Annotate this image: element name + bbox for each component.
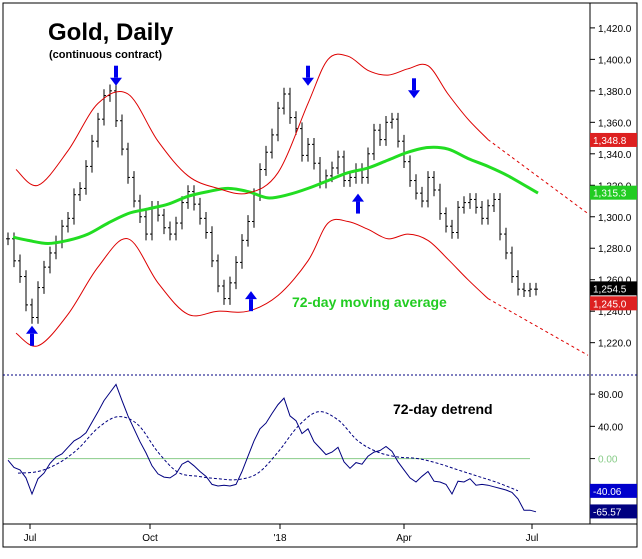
y-tick-label: 1,220.0	[598, 339, 632, 350]
up-arrow	[245, 291, 257, 312]
up-arrow	[26, 325, 38, 346]
last-value-box	[590, 185, 637, 200]
x-tick-label: Oct	[142, 533, 158, 544]
y-tick-label: 40.00	[598, 422, 623, 433]
lower-band	[15, 218, 489, 347]
y-tick-label: 1,280.0	[598, 244, 632, 255]
detrend-annotation: 72-day detrend	[393, 401, 493, 417]
upper-band-projection	[487, 139, 589, 215]
down-arrow	[408, 78, 420, 99]
lower-band-projection	[487, 298, 589, 356]
x-tick-label: Jul	[24, 533, 37, 544]
last-value-label: -65.57	[593, 507, 622, 518]
down-arrow	[302, 65, 314, 86]
last-value-label: 1,348.8	[593, 136, 627, 147]
last-value-box	[590, 504, 637, 519]
arrow-head	[302, 77, 314, 86]
chart-border	[2, 2, 638, 548]
last-value-box	[590, 296, 637, 311]
chart-subtitle: (continuous contract)	[49, 49, 162, 61]
last-value-box	[590, 281, 637, 296]
last-value-label: 1,245.0	[593, 299, 627, 310]
arrow-head	[245, 291, 257, 300]
y-tick-label: 1,380.0	[598, 87, 632, 98]
y-tick-label: 0.00	[598, 455, 618, 466]
y-tick-label: 1,400.0	[598, 55, 632, 66]
arrow-head	[352, 193, 364, 202]
arrow-head	[110, 77, 122, 86]
detrend-line	[7, 383, 537, 513]
y-tick-label: 1,300.0	[598, 213, 632, 224]
upper-band	[15, 53, 489, 195]
x-tick-label: Jul	[526, 533, 539, 544]
last-value-label: 1,254.5	[593, 284, 627, 295]
last-value-box	[590, 132, 637, 147]
x-tick-label: Apr	[396, 533, 412, 544]
moving-average-line	[12, 145, 539, 246]
y-tick-label: 1,340.0	[598, 150, 632, 161]
chart-title: Gold, Daily	[48, 19, 174, 46]
x-tick-label: '18	[273, 533, 286, 544]
last-value-label: 1,315.3	[593, 189, 627, 200]
arrow-head	[26, 325, 38, 334]
last-value-box	[590, 483, 637, 498]
y-tick-label: 1,240.0	[598, 307, 632, 318]
y-tick-label: 80.00	[598, 390, 623, 401]
arrow-head	[408, 90, 420, 99]
ma-annotation: 72-day moving average	[292, 294, 447, 310]
last-value-label: -40.06	[593, 487, 622, 498]
up-arrow	[352, 193, 364, 214]
down-arrow	[110, 65, 122, 86]
y-tick-label: 1,360.0	[598, 118, 632, 129]
y-tick-label: 1,260.0	[598, 276, 632, 287]
y-tick-label: 1,420.0	[598, 24, 632, 35]
detrend-average-line	[17, 411, 519, 492]
